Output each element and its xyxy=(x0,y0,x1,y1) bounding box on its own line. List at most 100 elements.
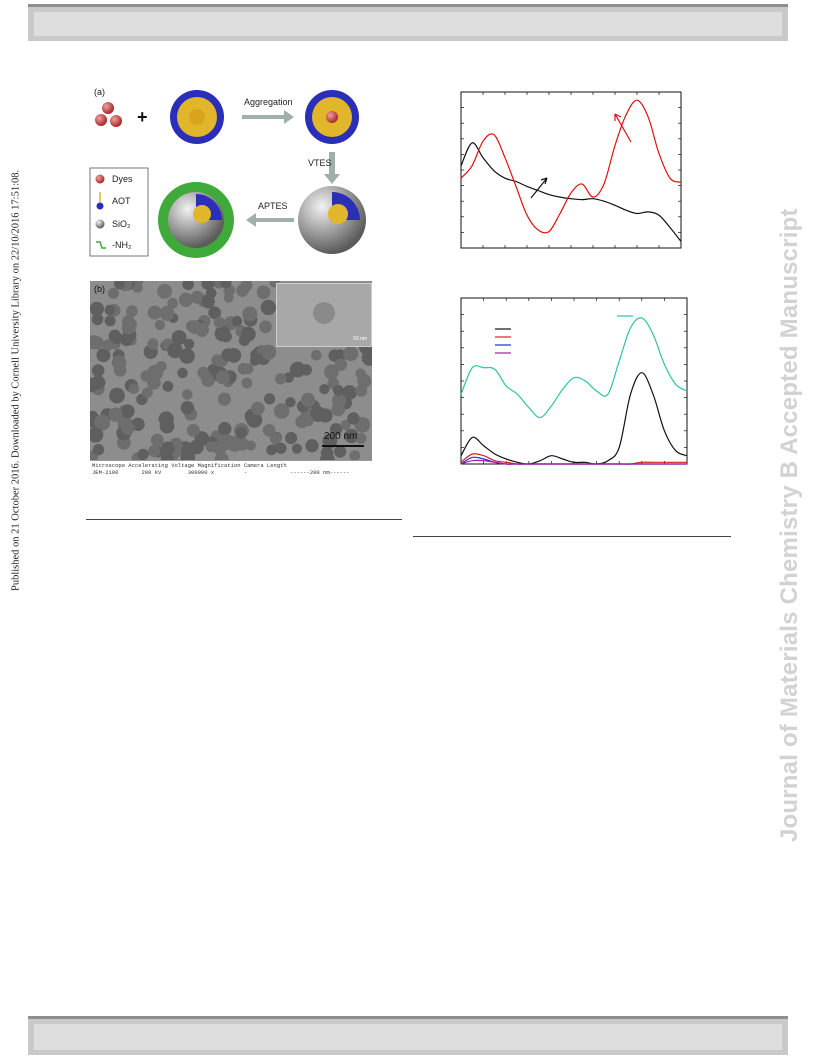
legend-amine: -NH₂ xyxy=(112,240,132,250)
tem-particle xyxy=(215,370,230,385)
tem-particle xyxy=(123,318,137,332)
plot-frame xyxy=(460,297,688,465)
tem-particle xyxy=(182,389,193,400)
aggregation-arrow xyxy=(242,110,294,124)
tem-particle xyxy=(285,397,296,408)
tem-particle xyxy=(162,381,174,392)
tem-particle xyxy=(264,393,276,405)
journal-watermark: Journal of Materials Chemistry B Accepte… xyxy=(776,208,803,842)
tem-particle xyxy=(223,292,234,303)
tem-particle xyxy=(347,412,360,425)
series-line-1 xyxy=(460,372,688,465)
tem-particle xyxy=(121,404,135,419)
tem-particle xyxy=(231,315,243,327)
tem-particle xyxy=(349,450,361,461)
red-sphere-icon xyxy=(95,174,105,184)
tem-particle xyxy=(167,297,178,309)
tem-particle xyxy=(205,287,217,299)
tem-particle xyxy=(291,443,302,454)
amine-functional-particle xyxy=(158,182,234,258)
tem-particle xyxy=(92,443,105,456)
caption-rule-left xyxy=(86,519,402,520)
tem-particle xyxy=(120,421,135,435)
dye-loaded-micelle xyxy=(305,90,359,144)
series-line-0 xyxy=(460,142,682,242)
tem-particle xyxy=(218,434,235,450)
tem-particle xyxy=(90,301,104,316)
tem-particle xyxy=(275,373,287,385)
tem-particle xyxy=(221,348,235,362)
tem-particle xyxy=(260,299,277,316)
tem-particle xyxy=(159,418,175,434)
tem-particle xyxy=(334,358,347,371)
tem-particle xyxy=(235,427,248,439)
tem-particle xyxy=(182,281,194,291)
tem-particle xyxy=(322,433,338,449)
tem-particle xyxy=(340,419,351,431)
tem-particle xyxy=(333,385,344,396)
tem-particle xyxy=(355,384,368,397)
tem-particle xyxy=(310,406,326,422)
surfactant-icon xyxy=(96,192,104,210)
tem-particle xyxy=(171,330,187,346)
tem-particle xyxy=(91,313,104,326)
tem-particle xyxy=(157,284,172,299)
tem-particle xyxy=(167,342,183,359)
page-header-bar xyxy=(28,4,788,41)
tem-particle xyxy=(275,442,287,454)
aggregation-label: Aggregation xyxy=(244,97,293,107)
tem-particle xyxy=(147,305,162,320)
tem-particle xyxy=(311,349,322,361)
tem-particle xyxy=(114,281,125,290)
tem-particle xyxy=(128,383,140,394)
tem-micrograph: 50 nm (b) 200 nm Microscope Accelerating… xyxy=(90,281,372,477)
tem-particle xyxy=(126,305,138,317)
tem-particle xyxy=(266,444,277,456)
tem-particle xyxy=(251,401,265,416)
tem-particle xyxy=(220,281,232,289)
tem-panel-label: (b) xyxy=(94,284,105,294)
tem-particle xyxy=(142,387,153,398)
scheme-panel-label: (a) xyxy=(94,87,105,97)
tem-particle xyxy=(148,445,161,458)
tem-particle xyxy=(329,423,343,436)
tem-particles xyxy=(90,281,372,461)
aptes-arrow xyxy=(246,213,294,227)
tem-particle xyxy=(160,452,174,461)
tem-particle xyxy=(261,344,277,360)
caption-rule-right xyxy=(413,536,731,537)
tem-particle xyxy=(355,368,366,379)
tem-particle xyxy=(108,407,123,422)
tem-particle xyxy=(90,377,99,393)
tem-particle xyxy=(90,335,101,350)
tem-particle xyxy=(217,392,231,406)
page-footer-bar xyxy=(28,1016,788,1055)
tem-particle xyxy=(218,421,232,436)
tem-particle xyxy=(361,350,372,366)
legend-dyes: Dyes xyxy=(112,174,133,184)
tem-particle xyxy=(90,427,104,443)
tem-particle xyxy=(328,349,341,362)
tem-particle xyxy=(109,387,125,404)
tem-particle xyxy=(179,348,195,364)
plus-sign: + xyxy=(137,107,148,127)
tem-particle xyxy=(186,423,200,437)
silica-coated-micelle xyxy=(298,186,366,254)
tem-particle xyxy=(184,338,195,350)
tem-particle xyxy=(269,432,282,444)
tem-particle xyxy=(259,320,272,334)
tem-particle xyxy=(159,306,175,321)
reverse-micelle xyxy=(170,90,224,144)
series-line-1 xyxy=(460,99,682,234)
tem-particle xyxy=(104,304,116,316)
dye-cluster xyxy=(95,102,122,127)
tem-particle xyxy=(319,384,330,395)
tem-particle xyxy=(180,449,196,461)
tem-particle xyxy=(91,364,105,377)
tem-particle xyxy=(147,338,159,350)
tem-particle xyxy=(305,439,319,453)
tem-particle xyxy=(274,403,290,419)
tem-particle xyxy=(324,364,339,380)
legend-aot: AOT xyxy=(112,196,131,206)
series-line-4 xyxy=(460,459,687,465)
